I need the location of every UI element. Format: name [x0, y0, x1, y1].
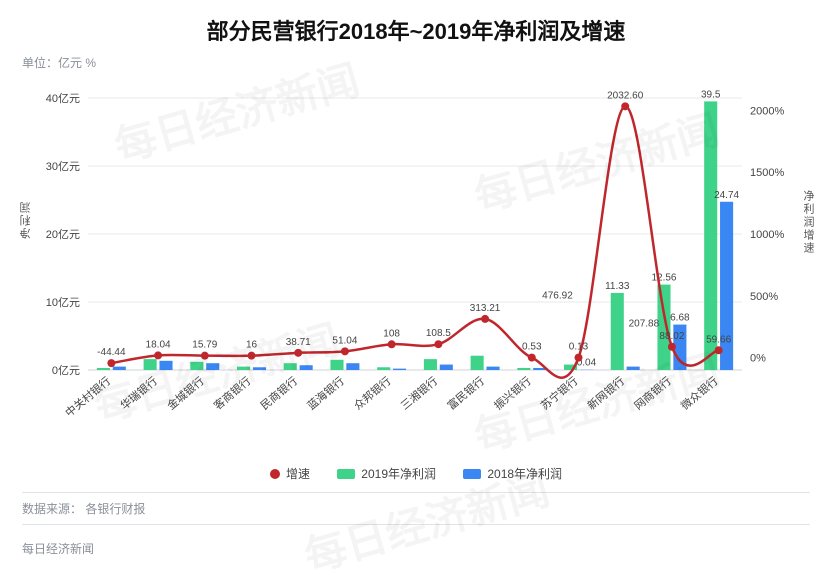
square-icon: [463, 469, 481, 479]
svg-text:20亿元: 20亿元: [46, 228, 80, 241]
svg-text:6.68: 6.68: [670, 313, 690, 324]
svg-text:10亿元: 10亿元: [46, 296, 80, 309]
svg-text:18.04: 18.04: [146, 339, 171, 350]
legend-2018: 2018年净利润: [463, 465, 562, 482]
divider: [22, 524, 810, 525]
svg-text:108.5: 108.5: [426, 328, 451, 339]
svg-text:金城银行: 金城银行: [164, 374, 207, 413]
svg-text:富民银行: 富民银行: [444, 374, 487, 413]
unit-label: 单位：亿元 %: [0, 46, 832, 71]
svg-text:15.79: 15.79: [192, 340, 217, 351]
svg-text:2000%: 2000%: [750, 105, 784, 117]
source-label: 数据来源：: [22, 502, 82, 516]
svg-text:中关村银行: 中关村银行: [62, 374, 113, 420]
svg-text:0%: 0%: [750, 353, 766, 365]
legend-growth: 增速: [270, 465, 310, 482]
svg-text:40亿元: 40亿元: [46, 92, 80, 105]
square-icon: [337, 469, 355, 479]
svg-text:24.74: 24.74: [714, 190, 739, 201]
source-value: 各银行财报: [85, 502, 145, 516]
svg-text:振兴银行: 振兴银行: [491, 374, 534, 413]
svg-text:39.5: 39.5: [701, 90, 721, 100]
chart-svg: 0亿元 10亿元 20亿元 30亿元 40亿元 0% 500% 1000% 1500% 2000%…: [22, 90, 812, 460]
svg-text:众邦银行: 众邦银行: [351, 374, 394, 413]
svg-text:108: 108: [383, 328, 400, 339]
svg-text:-44.44: -44.44: [97, 347, 126, 358]
svg-text:微众银行: 微众银行: [678, 374, 721, 413]
svg-text:新网银行: 新网银行: [584, 374, 627, 413]
y-axis-right-label: 净利润增速: [800, 190, 816, 255]
svg-text:1500%: 1500%: [750, 167, 784, 179]
svg-text:12.56: 12.56: [651, 273, 676, 284]
svg-text:蓝海银行: 蓝海银行: [304, 374, 347, 413]
circle-icon: [270, 469, 280, 479]
svg-text:0亿元: 0亿元: [52, 364, 80, 377]
svg-text:207.88: 207.88: [629, 319, 660, 330]
svg-text:三湘银行: 三湘银行: [398, 374, 441, 413]
legend-growth-label: 增速: [286, 465, 310, 482]
y-axis-left-label: 净利润: [18, 200, 34, 239]
legend-2019-label: 2019年净利润: [361, 465, 436, 482]
svg-text:2032.60: 2032.60: [607, 90, 644, 101]
svg-text:11.33: 11.33: [605, 281, 630, 292]
svg-text:51.04: 51.04: [332, 335, 357, 346]
svg-text:网商银行: 网商银行: [631, 374, 674, 413]
svg-text:59.66: 59.66: [706, 334, 731, 345]
footer-credit: 每日经济新闻: [22, 540, 94, 557]
svg-text:0.53: 0.53: [522, 342, 542, 353]
svg-text:苏宁银行: 苏宁银行: [538, 374, 581, 413]
svg-text:16: 16: [246, 340, 258, 351]
svg-text:313.21: 313.21: [470, 303, 501, 314]
chart-title: 部分民营银行2018年~2019年净利润及增速: [0, 0, 832, 46]
data-source: 数据来源： 各银行财报: [22, 500, 145, 517]
svg-text:客商银行: 客商银行: [211, 374, 254, 413]
svg-text:30亿元: 30亿元: [46, 160, 80, 173]
divider: [22, 492, 810, 493]
svg-text:民商银行: 民商银行: [257, 374, 300, 413]
svg-text:0.13: 0.13: [569, 342, 589, 353]
svg-text:华瑞银行: 华瑞银行: [117, 374, 160, 413]
chart-area: 净利润 净利润增速 0亿元10亿元20亿元30亿元40亿元0%500%1000%…: [22, 90, 812, 460]
svg-text:476.92: 476.92: [542, 290, 573, 301]
legend: 增速 2019年净利润 2018年净利润: [0, 465, 832, 482]
legend-2019: 2019年净利润: [337, 465, 436, 482]
svg-text:88.02: 88.02: [659, 331, 684, 342]
svg-text:1000%: 1000%: [750, 229, 784, 241]
legend-2018-label: 2018年净利润: [487, 465, 562, 482]
svg-text:38.71: 38.71: [286, 337, 311, 348]
svg-text:500%: 500%: [750, 291, 778, 303]
